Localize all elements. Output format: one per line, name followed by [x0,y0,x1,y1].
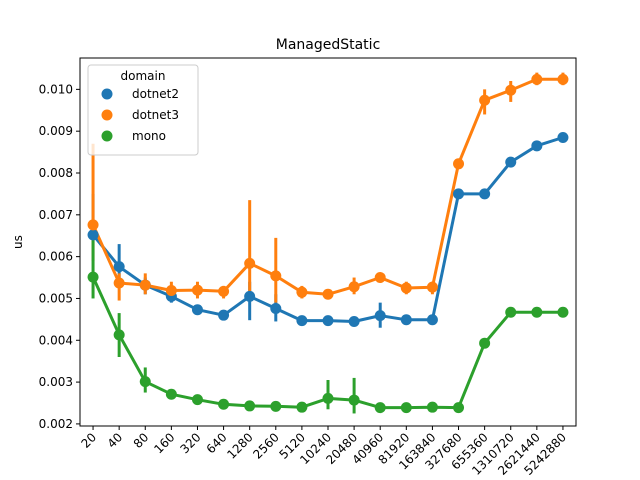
data-point-dotnet2 [191,304,203,316]
data-point-mono [400,402,412,414]
data-point-dotnet3 [479,94,491,106]
series-points [87,73,569,414]
data-point-dotnet2 [505,156,517,168]
data-point-mono [139,376,151,388]
data-point-mono [296,401,308,413]
y-tick-label: 0.005 [39,291,73,305]
data-point-dotnet3 [270,270,282,282]
data-point-mono [191,394,203,406]
data-point-dotnet2 [348,315,360,327]
data-point-mono [453,402,465,414]
x-tick-label: 2560 [250,430,281,461]
y-tick-label: 0.007 [39,208,73,222]
legend-marker-dotnet3 [101,109,113,121]
y-axis: 0.002 0.003 0.004 0.005 0.006 0.007 0.008 0.009… [39,82,80,431]
data-point-mono [218,398,230,410]
data-point-dotnet3 [400,282,412,294]
data-point-mono [165,388,177,400]
data-point-dotnet3 [426,281,438,293]
legend-label-dotnet2: dotnet2 [132,87,179,101]
data-point-dotnet2 [426,314,438,326]
data-point-dotnet3 [531,73,543,85]
data-point-mono [426,401,438,413]
x-tick-label: 80 [131,430,152,451]
x-tick-label: 20 [78,430,99,451]
data-point-mono [87,271,99,283]
data-point-dotnet3 [113,277,125,289]
data-point-dotnet2 [322,315,334,327]
data-point-mono [244,400,256,412]
data-point-dotnet2 [113,261,125,273]
data-point-dotnet2 [87,229,99,241]
data-point-dotnet3 [374,272,386,284]
legend-marker-dotnet2 [101,88,113,100]
x-axis: 20 40 80 160 320 6401280256051201024020480409… [78,426,569,478]
data-point-dotnet3 [322,288,334,300]
data-point-dotnet3 [557,73,569,85]
data-point-dotnet3 [139,279,151,291]
data-point-dotnet3 [87,219,99,231]
data-point-dotnet3 [348,281,360,293]
data-point-dotnet3 [218,285,230,297]
x-tick-label: 320 [177,430,203,456]
data-point-mono [322,392,334,404]
y-tick-label: 0.004 [39,333,73,347]
x-tick-label: 40 [105,430,126,451]
y-tick-label: 0.006 [39,250,73,264]
y-tick-label: 0.008 [39,166,73,180]
data-point-mono [531,306,543,318]
legend-label-mono: mono [132,129,166,143]
y-tick-label: 0.009 [39,124,73,138]
data-point-dotnet2 [531,140,543,152]
data-point-mono [374,402,386,414]
legend-box [87,64,199,156]
data-point-mono [348,394,360,406]
data-point-dotnet3 [244,257,256,269]
data-point-dotnet2 [244,290,256,302]
y-tick-label: 0.002 [39,417,73,431]
data-point-dotnet2 [453,188,465,200]
data-point-dotnet3 [453,158,465,170]
data-point-dotnet3 [296,286,308,298]
data-point-dotnet3 [191,284,203,296]
data-point-dotnet2 [296,315,308,327]
y-axis-label: us [11,235,25,249]
legend-label-dotnet3: dotnet3 [132,108,179,122]
data-point-mono [270,400,282,412]
data-point-dotnet2 [400,314,412,326]
data-point-dotnet3 [165,285,177,297]
chart-title: ManagedStatic [276,37,381,53]
data-point-mono [557,306,569,318]
y-tick-label: 0.010 [39,82,73,96]
data-point-mono [505,306,517,318]
legend: domain dotnet2 dotnet3 mono [87,64,199,156]
data-point-dotnet2 [270,302,282,314]
data-point-mono [479,337,491,349]
y-tick-label: 0.003 [39,375,73,389]
x-tick-label: 160 [151,430,177,456]
data-point-dotnet2 [218,309,230,321]
data-point-dotnet2 [374,310,386,322]
x-tick-label: 1280 [224,430,255,461]
data-point-dotnet2 [479,188,491,200]
data-point-dotnet3 [505,84,517,96]
data-point-dotnet2 [557,131,569,143]
legend-title: domain [121,69,166,83]
data-point-mono [113,329,125,341]
legend-marker-mono [101,130,113,142]
